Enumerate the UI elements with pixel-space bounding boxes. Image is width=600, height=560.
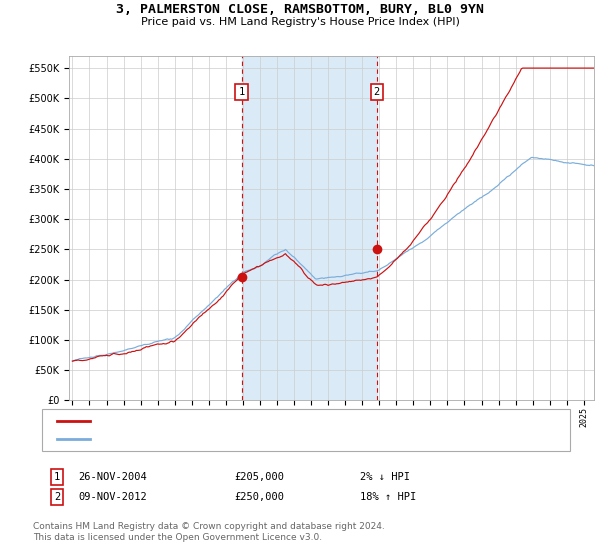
Text: 2: 2 bbox=[374, 87, 380, 97]
Text: £205,000: £205,000 bbox=[234, 472, 284, 482]
Text: Price paid vs. HM Land Registry's House Price Index (HPI): Price paid vs. HM Land Registry's House … bbox=[140, 17, 460, 27]
Text: Contains HM Land Registry data © Crown copyright and database right 2024.: Contains HM Land Registry data © Crown c… bbox=[33, 522, 385, 531]
Text: 26-NOV-2004: 26-NOV-2004 bbox=[78, 472, 147, 482]
Text: 09-NOV-2012: 09-NOV-2012 bbox=[78, 492, 147, 502]
Text: 1: 1 bbox=[238, 87, 245, 97]
Text: £250,000: £250,000 bbox=[234, 492, 284, 502]
Text: 2% ↓ HPI: 2% ↓ HPI bbox=[360, 472, 410, 482]
Text: 2: 2 bbox=[54, 492, 60, 502]
Text: 1: 1 bbox=[54, 472, 60, 482]
Bar bbox=[241, 56, 377, 400]
Text: This data is licensed under the Open Government Licence v3.0.: This data is licensed under the Open Gov… bbox=[33, 533, 322, 542]
Text: 18% ↑ HPI: 18% ↑ HPI bbox=[360, 492, 416, 502]
Text: HPI: Average price, detached house, Bury: HPI: Average price, detached house, Bury bbox=[96, 434, 299, 444]
Text: 3, PALMERSTON CLOSE, RAMSBOTTOM, BURY, BL0 9YN: 3, PALMERSTON CLOSE, RAMSBOTTOM, BURY, B… bbox=[116, 3, 484, 16]
Text: 3, PALMERSTON CLOSE, RAMSBOTTOM, BURY, BL0 9YN (detached house): 3, PALMERSTON CLOSE, RAMSBOTTOM, BURY, B… bbox=[96, 416, 454, 426]
